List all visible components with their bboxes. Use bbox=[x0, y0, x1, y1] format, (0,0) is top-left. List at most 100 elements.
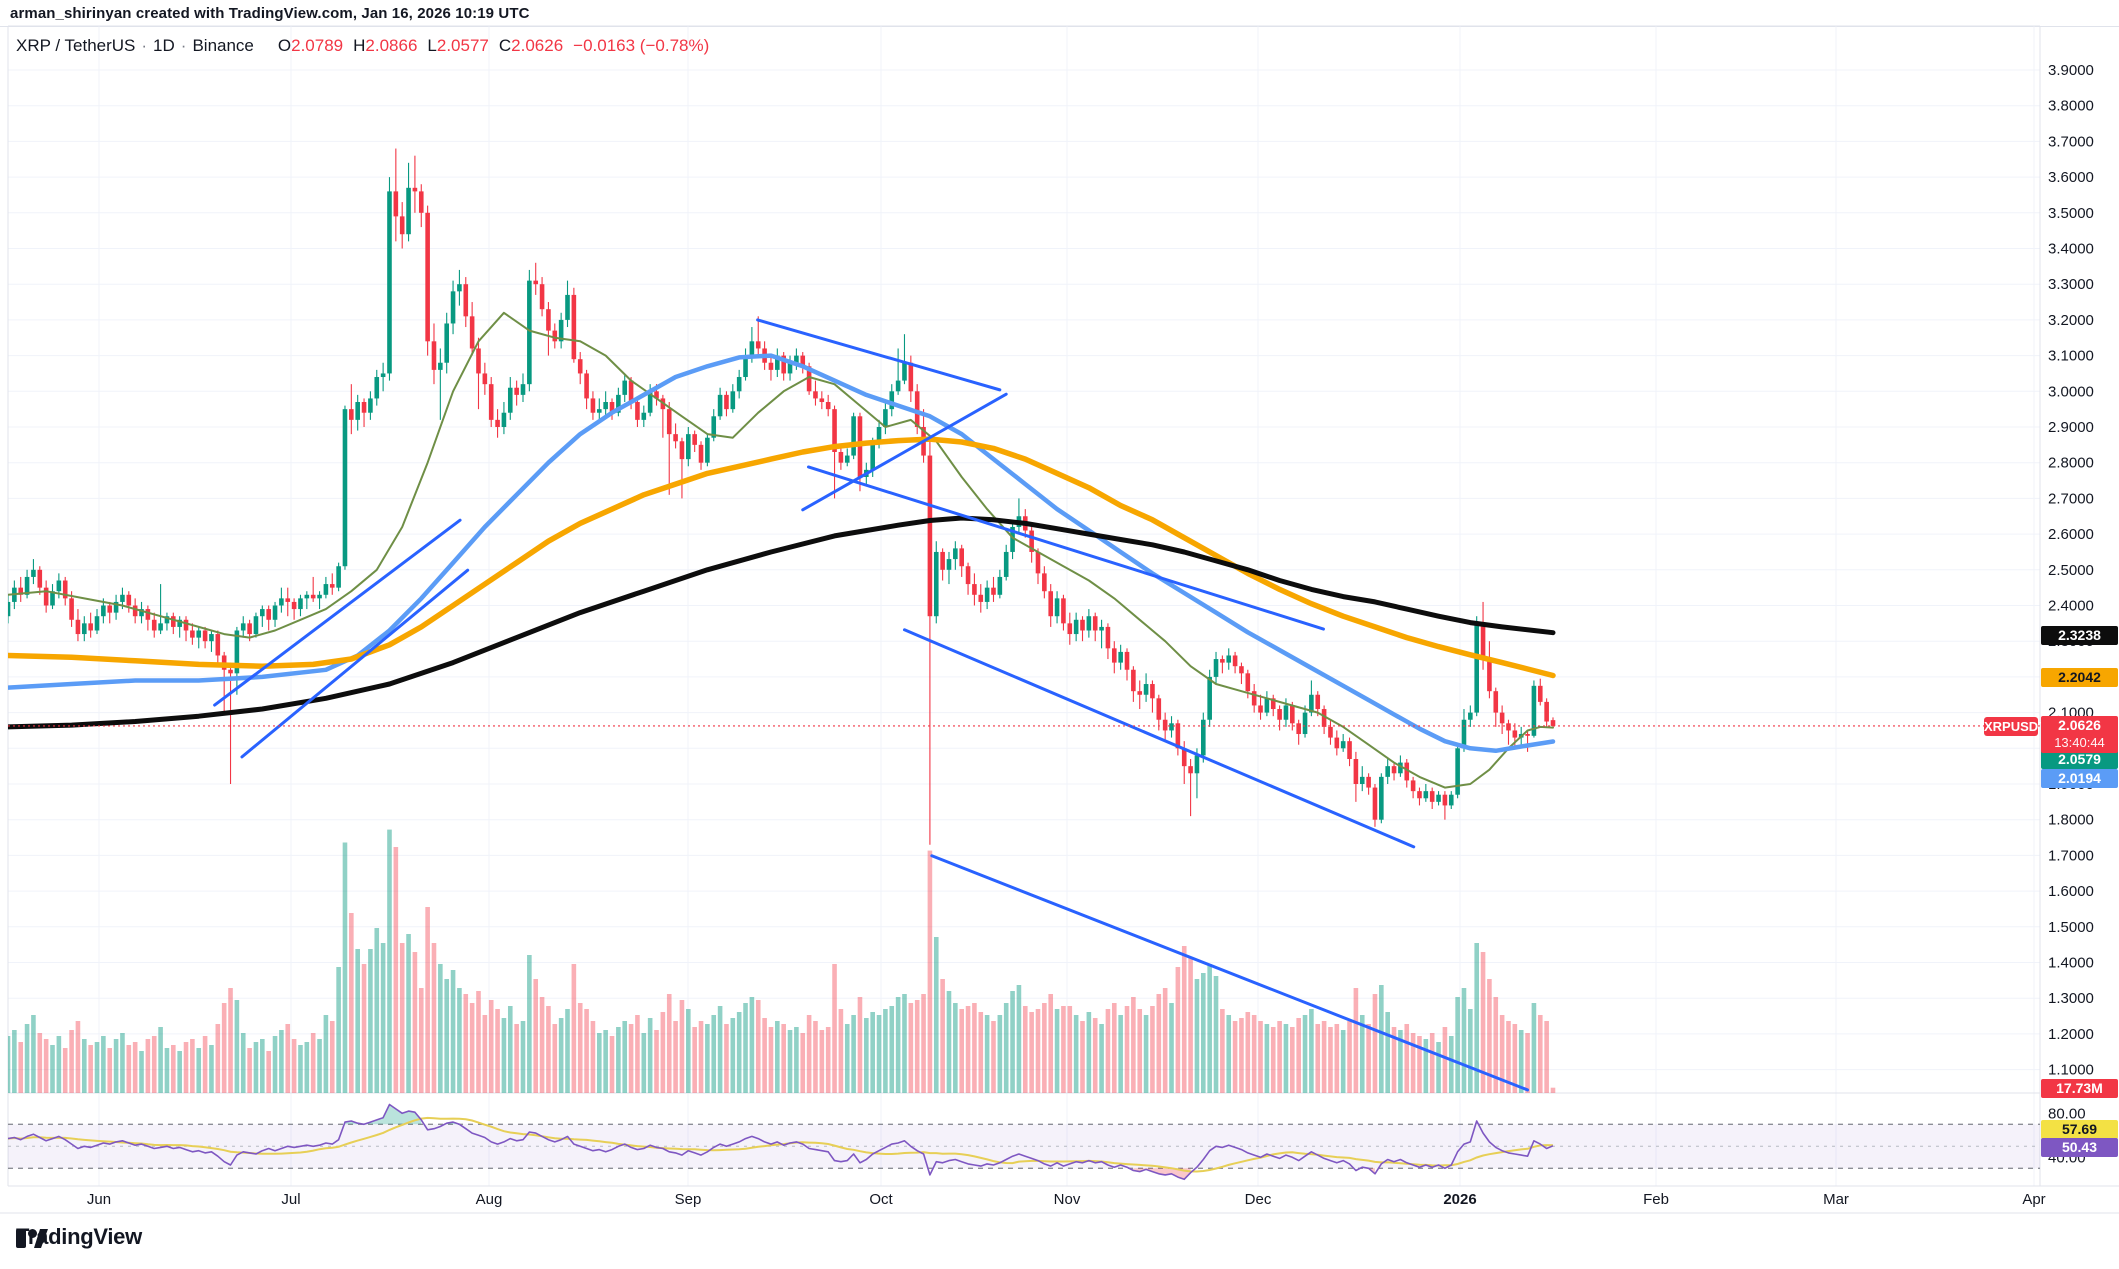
volume-bar bbox=[1499, 1015, 1505, 1093]
candle-body bbox=[1226, 655, 1232, 663]
candle-body bbox=[755, 341, 761, 349]
volume-bar bbox=[800, 1033, 806, 1093]
candle-body bbox=[1207, 676, 1212, 720]
volume-bar bbox=[171, 1045, 176, 1093]
tradingview-logo[interactable]: TradingView bbox=[16, 1224, 142, 1250]
volume-bar bbox=[1143, 1015, 1149, 1093]
volume-bar bbox=[781, 1024, 786, 1093]
time-scale[interactable]: Jun Jul Aug Sep Oct Nov Dec 2026 Feb Mar Apr bbox=[87, 1191, 2046, 1208]
volume-bar bbox=[686, 1009, 691, 1093]
candle-body bbox=[1092, 616, 1098, 631]
volume-bar bbox=[736, 1012, 742, 1093]
volume-bar bbox=[1194, 979, 1200, 1093]
volume-bar bbox=[1105, 1009, 1111, 1093]
volume-bar bbox=[1080, 1021, 1085, 1093]
price-tick-label: 1.1000 bbox=[2048, 1062, 2094, 1079]
candle-body bbox=[686, 434, 691, 460]
candle-body bbox=[972, 584, 977, 595]
price-tick-label: 1.8000 bbox=[2048, 812, 2094, 829]
candle-body bbox=[412, 187, 418, 192]
volume-bar bbox=[393, 847, 399, 1093]
volume-bar bbox=[908, 1003, 914, 1093]
volume-bar bbox=[1315, 1024, 1321, 1093]
volume-bar bbox=[501, 1018, 507, 1093]
candle-body bbox=[240, 623, 246, 631]
sma20-line bbox=[8, 311, 1554, 789]
volume-bar bbox=[476, 991, 481, 1093]
volume-bar bbox=[1150, 1006, 1155, 1093]
volume-bar bbox=[482, 1015, 488, 1093]
candle-body bbox=[705, 437, 710, 463]
candle-body bbox=[457, 284, 462, 292]
volume-bar bbox=[762, 1018, 767, 1093]
candle-body bbox=[291, 601, 297, 610]
candle-body bbox=[1448, 794, 1454, 806]
volume-bar bbox=[1042, 1003, 1047, 1093]
volume-bar bbox=[1493, 997, 1499, 1093]
candle-body bbox=[1188, 766, 1193, 774]
volume-bar bbox=[730, 1018, 736, 1093]
candle-body bbox=[488, 384, 494, 420]
volume-bar bbox=[755, 1000, 761, 1093]
candle-body bbox=[908, 362, 914, 392]
candle-body bbox=[107, 605, 113, 613]
volume-bar bbox=[679, 1000, 685, 1093]
volume-bar bbox=[1531, 1003, 1537, 1093]
volume-bar bbox=[387, 829, 392, 1093]
volume-bar bbox=[1213, 976, 1219, 1093]
volume-bar bbox=[272, 1036, 278, 1093]
candle-body bbox=[749, 341, 755, 356]
symbol-legend[interactable]: XRP / TetherUS · 1D · Binance O2.0789 H2.0866 L… bbox=[16, 36, 709, 56]
volume-bar bbox=[88, 1045, 93, 1093]
volume-bar bbox=[883, 1009, 888, 1093]
candle-body bbox=[959, 548, 964, 567]
volume-layer bbox=[8, 829, 1556, 1093]
price-tick-label: 2.9000 bbox=[2048, 419, 2094, 436]
price-scale[interactable]: 3.9000 3.8000 3.7000 3.6000 3.5000 3.4000 3.30… bbox=[2048, 62, 2094, 1166]
candle-body bbox=[62, 580, 68, 599]
candle-body bbox=[81, 623, 87, 635]
candle-body bbox=[692, 434, 697, 445]
price-tick-label: 3.7000 bbox=[2048, 133, 2094, 150]
volume-bar bbox=[463, 994, 469, 1093]
candle-body bbox=[781, 355, 786, 374]
candle-body bbox=[196, 630, 202, 638]
volume-bar bbox=[705, 1024, 710, 1093]
candle-body bbox=[1201, 719, 1206, 756]
candle-body bbox=[18, 587, 24, 595]
price-tick-label: 1.7000 bbox=[2048, 847, 2094, 864]
candle-body bbox=[56, 580, 62, 592]
volume-bar bbox=[1328, 1027, 1333, 1093]
volume-bar bbox=[927, 850, 933, 1093]
volume-bar bbox=[1379, 985, 1384, 1093]
volume-bar bbox=[1347, 1021, 1352, 1093]
volume-bar bbox=[469, 1003, 475, 1093]
candle-body bbox=[1506, 723, 1511, 731]
volume-bar bbox=[145, 1039, 151, 1093]
symbol-name[interactable]: XRP / TetherUS bbox=[16, 36, 136, 55]
interval-label[interactable]: 1D bbox=[153, 36, 175, 55]
ma50-price-label: 2.0194 bbox=[2041, 769, 2118, 788]
candle-body bbox=[234, 630, 240, 674]
candle-body bbox=[1111, 648, 1117, 663]
candle-body bbox=[120, 594, 125, 602]
ticker-tag-label: XRPUSDT bbox=[1984, 717, 2047, 736]
candle-body bbox=[870, 441, 875, 470]
candle-body bbox=[635, 402, 640, 420]
price-tick-label: 2.4000 bbox=[2048, 598, 2094, 615]
grid-layer bbox=[8, 26, 2040, 1186]
candle-body bbox=[527, 280, 532, 385]
volume-bar bbox=[1277, 1021, 1282, 1093]
candle-body bbox=[285, 598, 291, 602]
volume-bar bbox=[794, 1027, 799, 1093]
volume-bar bbox=[374, 928, 380, 1093]
volume-bar bbox=[1137, 1009, 1143, 1093]
candle-body bbox=[577, 359, 583, 374]
candle-body bbox=[520, 384, 526, 395]
volume-bar bbox=[113, 1039, 119, 1093]
volume-bar bbox=[857, 997, 863, 1093]
volume-bar bbox=[1455, 997, 1460, 1093]
candle-body bbox=[1181, 748, 1187, 767]
candle-body bbox=[329, 584, 335, 588]
